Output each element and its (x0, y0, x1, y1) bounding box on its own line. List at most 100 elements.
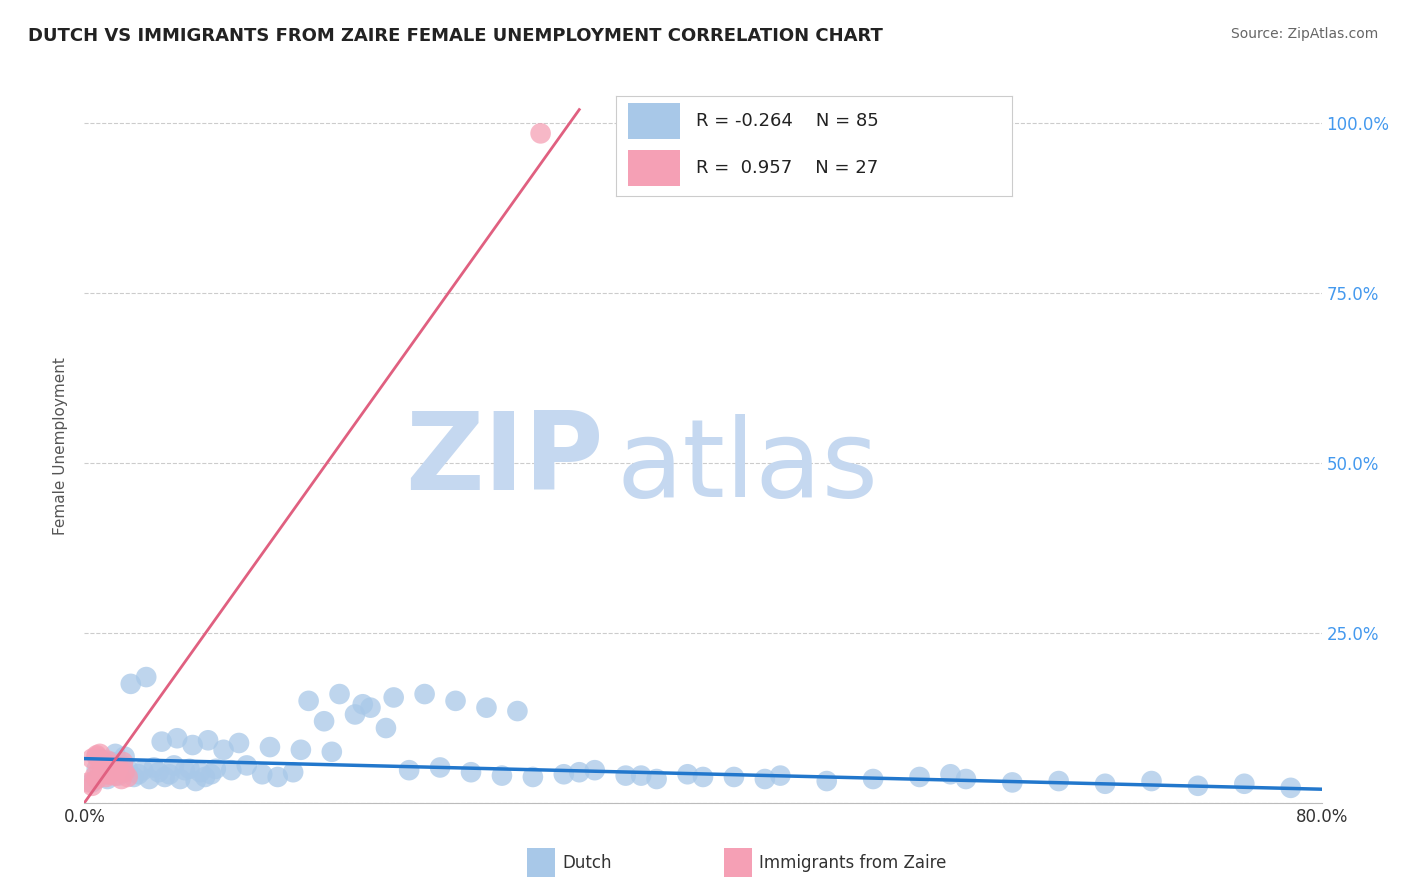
Point (188, 765, 212, 780)
Point (352, 698, 374, 712)
Text: R = -0.264    N = 85: R = -0.264 N = 85 (696, 112, 879, 130)
Point (228, 736, 250, 750)
Point (553, 767, 575, 781)
Point (329, 687, 352, 701)
Point (413, 687, 436, 701)
Point (104, 763, 127, 777)
Point (321, 745, 343, 759)
Point (114, 765, 136, 780)
Point (97, 758, 120, 772)
Point (82, 775, 104, 789)
Point (491, 769, 513, 783)
Point (82, 779, 104, 793)
Point (166, 731, 188, 746)
Point (163, 758, 186, 772)
Point (150, 734, 173, 748)
Point (360, 700, 382, 714)
Point (475, 700, 498, 714)
Point (908, 770, 931, 784)
Point (104, 747, 127, 761)
Point (86, 772, 108, 786)
Point (398, 763, 420, 777)
Y-axis label: Female Unemployment: Female Unemployment (53, 357, 69, 535)
Point (101, 763, 124, 777)
Point (645, 772, 668, 786)
Text: R =  0.957    N = 27: R = 0.957 N = 27 (696, 160, 877, 178)
Point (1001, 775, 1024, 789)
Point (236, 758, 259, 772)
Point (444, 694, 467, 708)
Point (252, 767, 274, 781)
Point (117, 762, 139, 776)
Point (630, 769, 652, 783)
Point (77, 775, 100, 789)
Point (375, 721, 398, 735)
Point (298, 694, 321, 708)
Point (259, 740, 281, 755)
Text: DUTCH VS IMMIGRANTS FROM ZAIRE FEMALE UNEMPLOYMENT CORRELATION CHART: DUTCH VS IMMIGRANTS FROM ZAIRE FEMALE UN… (28, 27, 883, 45)
Text: Dutch: Dutch (562, 854, 612, 871)
Point (91, 756, 114, 771)
Point (769, 769, 792, 783)
Point (169, 772, 191, 786)
Point (290, 743, 312, 757)
Point (89, 751, 111, 765)
Point (723, 770, 745, 784)
Point (184, 774, 207, 789)
Point (82, 751, 104, 765)
Point (754, 772, 776, 786)
Point (221, 763, 243, 777)
Point (122, 770, 145, 784)
Point (314, 714, 336, 729)
Point (107, 760, 129, 774)
Point (135, 670, 157, 684)
Point (143, 760, 166, 774)
Point (94, 770, 117, 784)
Point (939, 767, 962, 781)
Point (86, 749, 108, 764)
Point (1047, 774, 1070, 789)
Point (614, 769, 637, 783)
Point (568, 765, 591, 780)
Text: atlas: atlas (616, 415, 879, 520)
Point (460, 765, 482, 780)
Point (174, 763, 197, 777)
Point (955, 772, 977, 786)
Point (132, 763, 155, 777)
Point (101, 755, 124, 769)
Point (148, 765, 170, 780)
Point (1187, 779, 1209, 793)
Point (1094, 777, 1116, 791)
Point (117, 770, 139, 784)
Point (91, 755, 114, 769)
Point (1140, 774, 1163, 789)
Point (110, 772, 132, 786)
Point (194, 770, 217, 784)
Point (179, 762, 201, 776)
Text: Immigrants from Zaire: Immigrants from Zaire (759, 854, 946, 871)
Point (1279, 780, 1302, 795)
Point (382, 690, 405, 705)
Point (112, 755, 135, 769)
Point (159, 767, 181, 781)
Bar (628, 103, 679, 139)
Point (815, 774, 838, 789)
Point (283, 765, 305, 780)
Point (506, 704, 529, 718)
Text: ZIP: ZIP (405, 408, 605, 513)
Point (128, 767, 150, 781)
Point (84, 769, 107, 783)
Point (91, 765, 114, 780)
Point (120, 677, 142, 691)
Point (101, 758, 124, 772)
Point (267, 770, 290, 784)
Point (429, 760, 451, 774)
Point (862, 772, 884, 786)
Point (205, 762, 228, 776)
Point (344, 707, 367, 722)
Point (97, 767, 120, 781)
Point (86, 748, 108, 763)
Point (89, 747, 111, 761)
Point (138, 772, 160, 786)
Point (89, 762, 111, 776)
